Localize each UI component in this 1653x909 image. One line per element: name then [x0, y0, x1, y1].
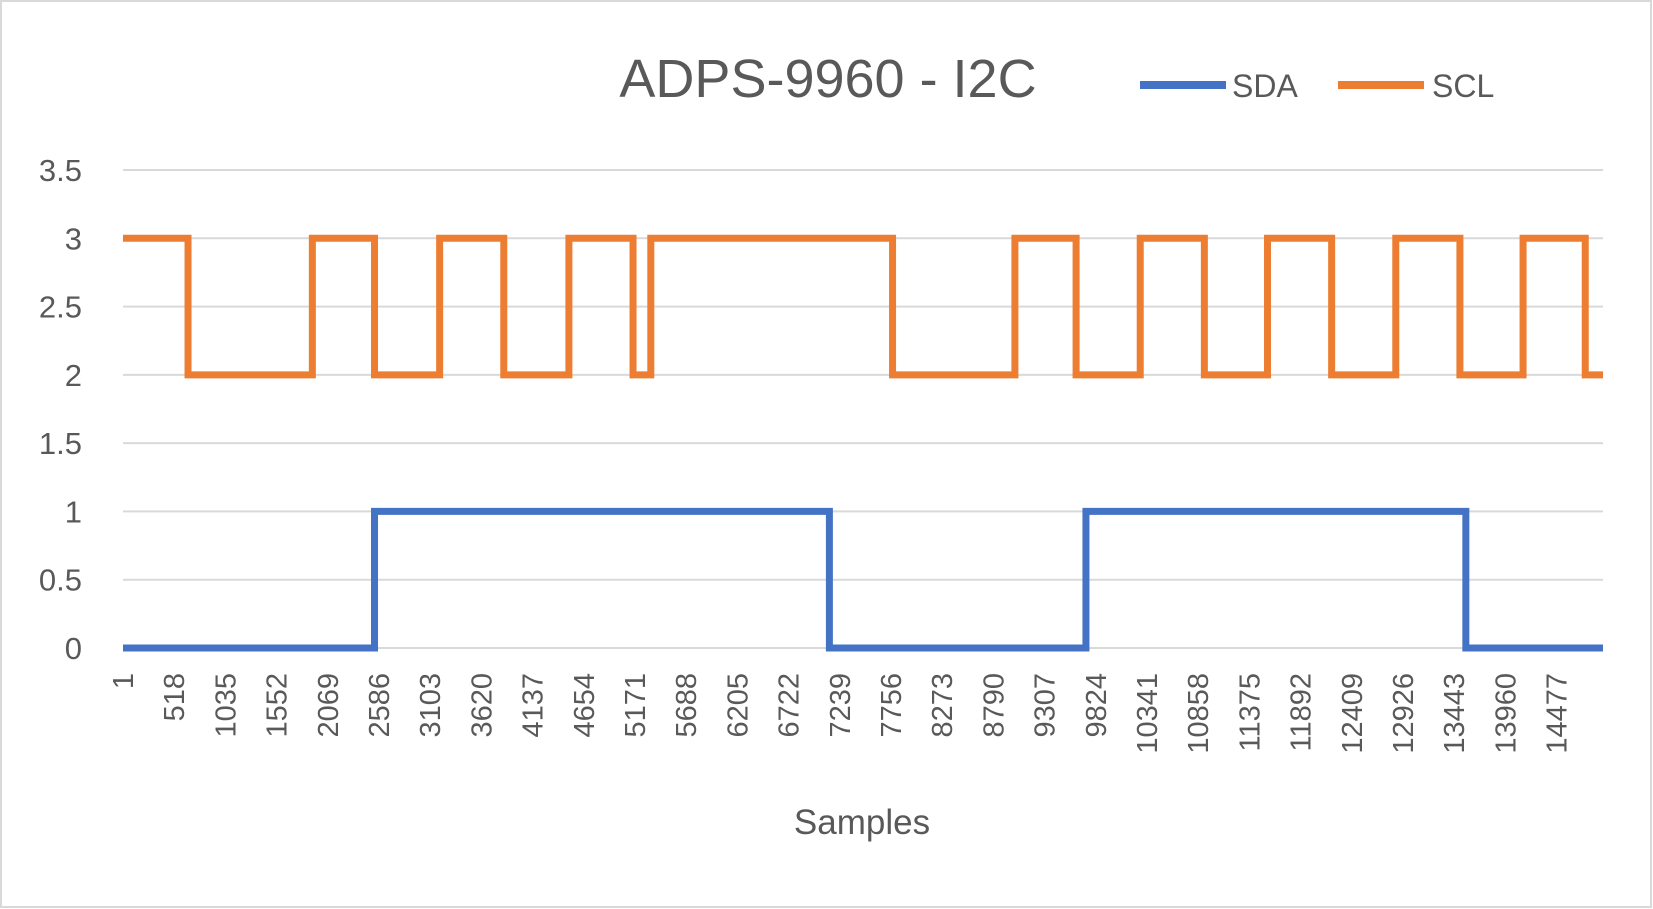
y-tick-label: 3: [65, 221, 82, 256]
x-tick-label: 6205: [722, 673, 754, 738]
x-tick-label: 13960: [1490, 673, 1522, 754]
y-axis-ticks: 0 0.5 1 1.5 2 2.5 3 3.5: [39, 153, 82, 666]
legend-label-sda: SDA: [1232, 68, 1298, 104]
x-tick-label: 4137: [518, 673, 550, 738]
x-tick-label: 1035: [210, 673, 242, 738]
x-tick-label: 7239: [825, 673, 857, 738]
x-axis-label: Samples: [794, 803, 930, 842]
x-tick-label: 2586: [364, 673, 396, 738]
x-tick-label: 8790: [978, 673, 1010, 738]
x-tick-label: 14477: [1542, 673, 1574, 754]
chart-title: ADPS-9960 - I2C: [619, 49, 1036, 109]
x-tick-label: 2069: [313, 673, 345, 738]
x-tick-label: 3103: [415, 673, 447, 738]
x-axis-ticks: 1 518 1035 1552 2069 2586 3103 3620 4137 4654 5171…: [108, 673, 1574, 754]
x-tick-label: 10341: [1132, 673, 1164, 754]
y-tick-label: 0: [65, 631, 82, 666]
x-tick-label: 11892: [1286, 673, 1318, 752]
x-tick-label: 10858: [1183, 673, 1215, 754]
y-tick-label: 1.5: [39, 426, 82, 461]
series-line-sda: [123, 507, 1603, 652]
legend: SDA SCL: [1140, 68, 1494, 104]
legend-label-scl: SCL: [1432, 68, 1494, 104]
x-tick-label: 9307: [1030, 673, 1062, 738]
x-tick-label: 11375: [1234, 673, 1266, 752]
y-tick-label: 0.5: [39, 563, 82, 598]
x-tick-label: 1552: [262, 673, 294, 738]
x-tick-label: 9824: [1081, 673, 1113, 738]
x-tick-label: 518: [159, 673, 191, 721]
x-tick-label: 12926: [1388, 673, 1420, 754]
x-tick-label: 5171: [620, 673, 652, 738]
series-lines: [123, 234, 1603, 652]
x-tick-label: 1: [108, 673, 140, 689]
y-tick-label: 2.5: [39, 290, 82, 325]
series-line-scl: [123, 234, 1603, 379]
y-tick-label: 1: [65, 494, 82, 529]
y-tick-label: 3.5: [39, 153, 82, 188]
x-tick-label: 6722: [774, 673, 806, 738]
y-tick-label: 2: [65, 358, 82, 393]
x-tick-label: 12409: [1337, 673, 1369, 754]
x-tick-label: 3620: [466, 673, 498, 738]
x-tick-label: 8273: [927, 673, 959, 738]
x-tick-label: 7756: [876, 673, 908, 738]
x-tick-label: 5688: [671, 673, 703, 738]
x-tick-label: 4654: [569, 673, 601, 738]
x-tick-label: 13443: [1439, 673, 1471, 754]
